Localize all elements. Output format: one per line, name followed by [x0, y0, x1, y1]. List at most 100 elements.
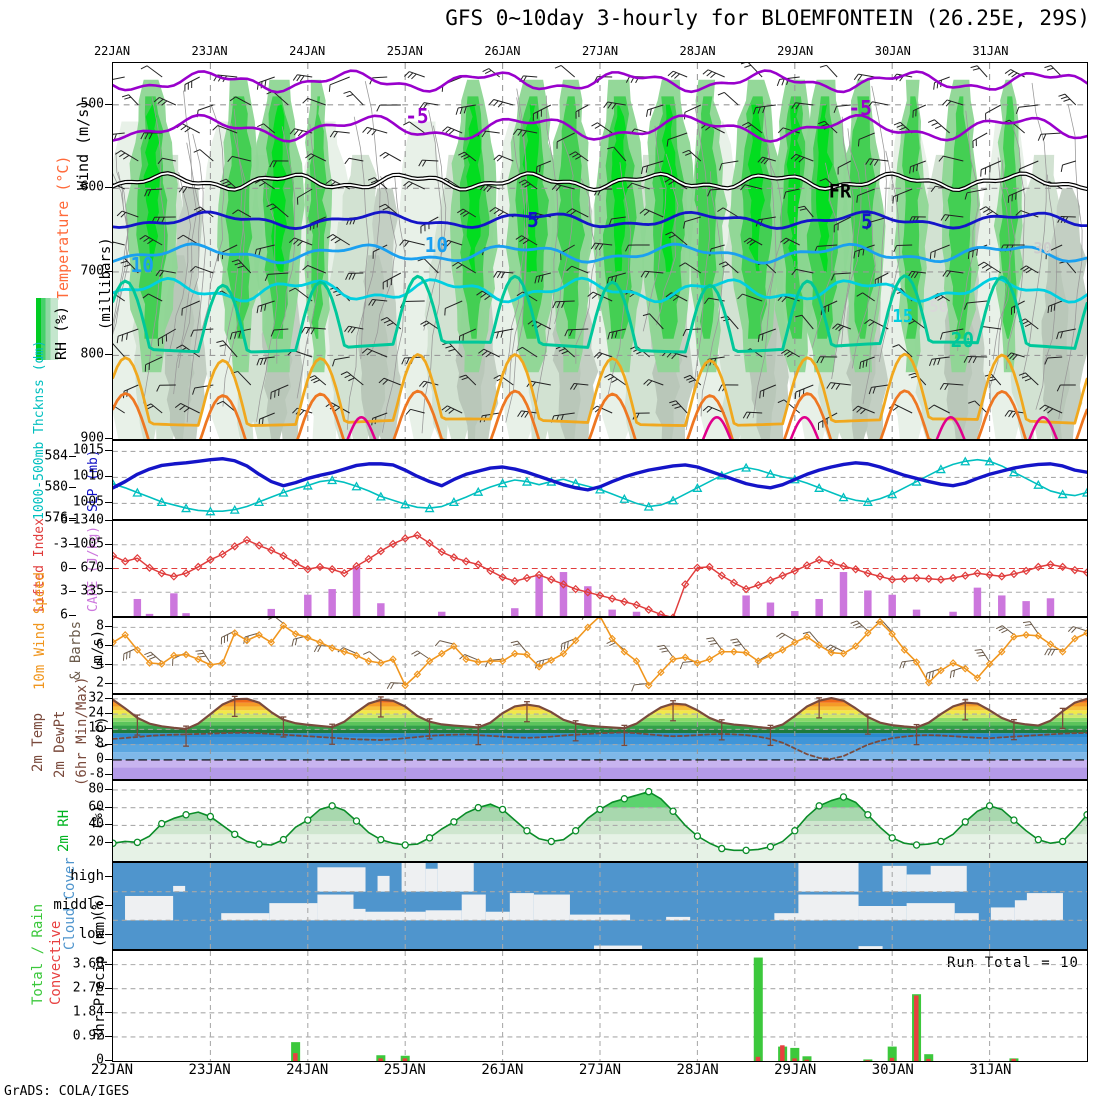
wind-speed-marker — [523, 650, 531, 659]
cloud-amount-bar — [269, 903, 318, 921]
wind-barb-shaft — [708, 356, 725, 360]
lifted-index-marker — [888, 575, 897, 584]
wind-barb-shaft — [649, 313, 664, 330]
wind-barb-feather — [570, 210, 577, 216]
lifted-index-marker — [534, 570, 544, 580]
wind-barb-shaft — [148, 293, 163, 302]
rh2m-marker — [1083, 811, 1087, 819]
wind-barb-feather — [231, 259, 239, 263]
wind-barb-feather — [313, 379, 320, 384]
wind-barb-feather — [659, 647, 667, 650]
wind-barb-feather — [266, 203, 274, 208]
wind-barb-feather — [670, 72, 677, 78]
wind-barb-shaft — [408, 180, 425, 190]
wind-barb-shaft — [911, 318, 927, 330]
isotherm-5 — [113, 242, 1087, 265]
wind-barb-feather — [1044, 64, 1052, 69]
wind-barb-feather — [791, 102, 796, 109]
wind-barb-shaft — [464, 654, 479, 661]
wind-barb-feather — [604, 373, 611, 378]
wind-speed-marker — [815, 641, 823, 650]
cape-bar — [949, 611, 957, 616]
isotherm--15 — [113, 69, 1087, 94]
wind-barb-shaft — [259, 412, 275, 420]
y-tick-lifted-index: 6 — [60, 607, 68, 623]
wind-barb-shaft — [481, 130, 500, 134]
wind-barb-feather — [581, 618, 584, 620]
wind-barb-shaft — [684, 216, 701, 223]
wind-barb-feather — [702, 405, 709, 412]
wind-barb-feather — [229, 332, 233, 340]
wind-barb-feather — [857, 249, 860, 258]
wind-barb-feather — [986, 210, 993, 216]
cloud-amount-bar — [377, 875, 390, 892]
wind-speed-marker — [864, 629, 872, 637]
wind-barb-feather — [144, 189, 148, 197]
panel-slp-thickness — [112, 440, 1088, 520]
cape-bar — [912, 609, 921, 616]
wind-barb-feather — [347, 326, 353, 333]
wind-barb-shaft — [524, 179, 538, 190]
cape-bar — [182, 613, 190, 616]
wind-barb-feather — [348, 377, 355, 382]
date-label-top: 22JAN — [93, 44, 131, 58]
wind-barb-feather — [665, 231, 672, 236]
wind-barb-shaft — [273, 328, 289, 331]
wind-barb-feather — [708, 640, 716, 643]
y-tick-rh2m: 40 — [88, 816, 104, 832]
precip-convective-bar — [755, 1056, 761, 1061]
lifted-index-marker — [157, 569, 166, 578]
wind-barb-feather — [270, 392, 272, 400]
wind-barb-feather — [370, 179, 378, 184]
wind-barb-feather — [1043, 406, 1050, 412]
wind-barb-feather — [753, 107, 757, 115]
wind-barb-shaft — [533, 319, 552, 330]
wind-barb-feather — [734, 643, 742, 647]
wind-speed-marker — [608, 634, 616, 643]
wind-barb-feather — [274, 390, 276, 398]
wind-barb-feather — [551, 184, 557, 191]
wind-barb-feather — [176, 344, 183, 349]
wind-barb-feather — [976, 651, 984, 654]
wind-speed-marker — [231, 629, 239, 637]
freezing-level-inner — [113, 172, 1087, 191]
wind-barb-feather — [989, 378, 996, 382]
wind-barb-feather — [1023, 267, 1030, 272]
rh2m-marker — [596, 805, 604, 814]
rh2m-marker — [620, 795, 629, 803]
wind-barb-feather — [606, 146, 614, 150]
wind-barb-feather — [399, 239, 405, 246]
y-tick-mark — [105, 438, 112, 439]
wind-speed-marker — [425, 657, 434, 665]
wind-barb-shaft — [367, 348, 388, 358]
wind-barb-shaft — [991, 373, 1002, 386]
wind-barb-feather — [461, 376, 469, 381]
wind-barb-shaft — [1064, 93, 1077, 106]
wind-barb-shaft — [857, 405, 875, 414]
lifted-index-marker — [656, 610, 666, 616]
wind-barb-shaft — [297, 188, 313, 199]
wind-barb-feather — [682, 329, 687, 337]
wind-barb-feather — [422, 322, 430, 327]
wind-barb-feather — [896, 194, 899, 202]
wind-barb-feather — [182, 186, 188, 194]
wind-barb-shaft — [898, 344, 913, 358]
wind-barb-feather — [149, 656, 156, 660]
wind-barb-feather — [625, 244, 629, 252]
isotherm-35 — [701, 415, 732, 439]
rh2m-marker — [864, 811, 872, 819]
cape-bar — [998, 595, 1006, 616]
wind-barb-feather — [682, 149, 689, 154]
wind-barb-shaft — [150, 651, 163, 663]
wind-barb-shaft — [648, 379, 664, 386]
lifted-index-marker — [608, 594, 617, 603]
wind-speed-marker — [450, 642, 458, 650]
wind-barb-shaft — [267, 272, 289, 275]
wind-barb-feather — [864, 319, 871, 325]
wind-barb-feather — [781, 296, 787, 303]
panel-lifted-index-cape — [112, 520, 1088, 617]
wind-barb-shaft — [383, 377, 401, 386]
wind-speed-marker — [243, 636, 251, 645]
wind-speed-marker — [888, 630, 896, 638]
lifted-index-marker — [620, 597, 629, 606]
